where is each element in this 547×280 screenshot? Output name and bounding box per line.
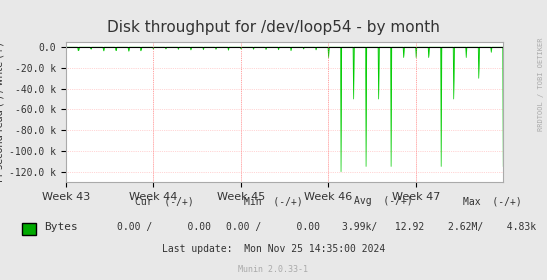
Text: Bytes: Bytes xyxy=(44,221,78,232)
Text: 0.00 /      0.00: 0.00 / 0.00 xyxy=(226,221,321,232)
Text: Min  (-/+): Min (-/+) xyxy=(244,196,303,206)
Text: 2.62M/    4.83k: 2.62M/ 4.83k xyxy=(448,221,537,232)
Text: Cur  (-/+): Cur (-/+) xyxy=(135,196,194,206)
Text: Avg  (-/+): Avg (-/+) xyxy=(353,196,412,206)
Text: Disk throughput for /dev/loop54 - by month: Disk throughput for /dev/loop54 - by mon… xyxy=(107,20,440,35)
Text: RRDTOOL / TOBI OETIKER: RRDTOOL / TOBI OETIKER xyxy=(538,37,544,131)
Text: 0.00 /      0.00: 0.00 / 0.00 xyxy=(117,221,211,232)
Text: Munin 2.0.33-1: Munin 2.0.33-1 xyxy=(238,265,309,274)
Text: Max  (-/+): Max (-/+) xyxy=(463,196,522,206)
Y-axis label: Pr second read (-) / write (+): Pr second read (-) / write (+) xyxy=(0,42,5,182)
Text: Last update:  Mon Nov 25 14:35:00 2024: Last update: Mon Nov 25 14:35:00 2024 xyxy=(162,244,385,254)
Text: 3.99k/   12.92: 3.99k/ 12.92 xyxy=(342,221,424,232)
